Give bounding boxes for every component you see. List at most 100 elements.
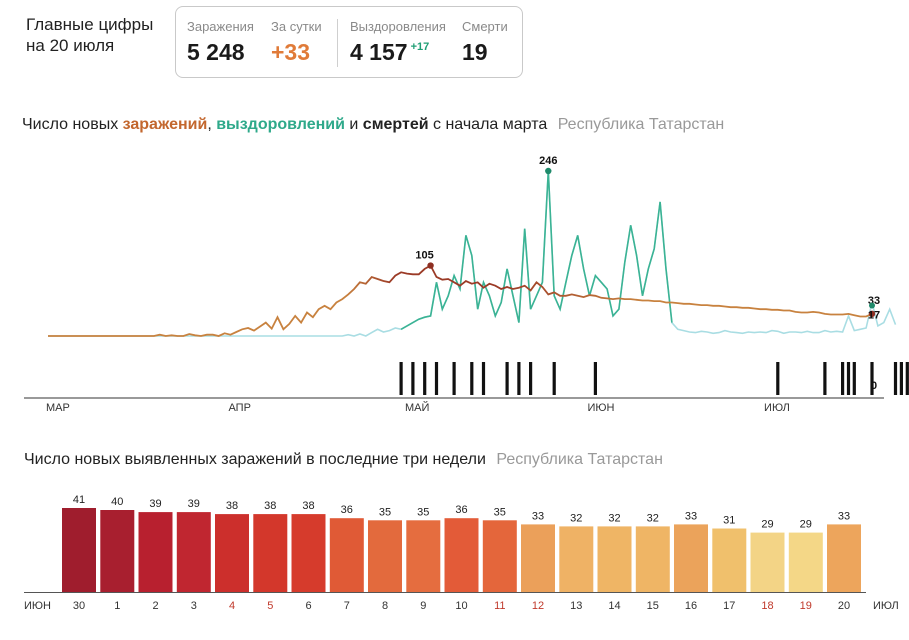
- bar-value-label: 40: [111, 496, 123, 508]
- death-bar: [852, 362, 856, 395]
- death-bar: [505, 362, 509, 395]
- infections-last-dot: [868, 310, 876, 318]
- chart1-title-region: Республика Татарстан: [557, 116, 725, 133]
- bar-value-label: 41: [73, 494, 85, 506]
- death-bar: [823, 362, 827, 395]
- death-bar: [434, 362, 439, 395]
- bar-category-label: 20: [838, 600, 850, 612]
- bar: [635, 526, 670, 592]
- bar: [406, 520, 441, 592]
- bar-value-label: 32: [647, 512, 659, 524]
- death-bar: [905, 362, 909, 395]
- chart1-title: Число новых заражений, выздоровлений и с…: [22, 116, 724, 134]
- bar: [138, 512, 173, 592]
- infections-line: [48, 264, 873, 337]
- bar: [215, 514, 249, 592]
- recoveries-peak-label: 246: [539, 155, 557, 167]
- deaths-value: 19: [462, 39, 488, 65]
- bar-category-label: 3: [191, 600, 197, 612]
- bar-category-label: 13: [570, 600, 582, 612]
- stat-infections: Заражения 5 248: [187, 19, 254, 66]
- recovered-label: Выздоровления: [350, 19, 446, 34]
- daily-value: +33: [271, 39, 311, 65]
- death-bar: [470, 362, 474, 395]
- bar-category-label: 18: [761, 600, 773, 612]
- recoveries-peak-dot: [545, 167, 552, 175]
- bar-category-label: 1: [114, 600, 120, 612]
- infections-peak-label: 105: [415, 250, 433, 262]
- death-bar: [517, 362, 521, 395]
- bar-value-label: 35: [379, 506, 391, 518]
- bar: [444, 518, 479, 592]
- three-week-bar-chart: 41 30 40 1 39 2 39 3 38 4 38 5 38 6 36 7 35 8 35 9 36 10 35 11 3…: [24, 494, 899, 612]
- bar-value-label: 32: [608, 512, 620, 524]
- bar-value-label: 39: [149, 498, 161, 510]
- bar-category-label: 7: [344, 600, 350, 612]
- page-title: Главные цифры на 20 июля: [26, 14, 153, 56]
- infections-peak-dot: [427, 262, 434, 269]
- stat-daily: За сутки +33: [271, 19, 322, 66]
- x-tick-label: МАР: [46, 402, 70, 414]
- bar-category-label: 30: [73, 600, 85, 612]
- infections-value: 5 248: [187, 39, 245, 65]
- death-bar: [399, 362, 403, 395]
- death-bar: [529, 362, 533, 395]
- key-figures-panel: Заражения 5 248 За сутки +33 Выздоровлен…: [175, 6, 523, 78]
- bar: [329, 518, 364, 592]
- bar: [368, 520, 402, 592]
- x-tick-label: ИЮН: [587, 402, 614, 414]
- bar-value-label: 33: [838, 510, 850, 522]
- chart1-title-infections: заражений: [122, 116, 208, 133]
- bar: [674, 524, 708, 592]
- deaths-last-label: 0: [871, 380, 877, 392]
- bar-value-label: 32: [570, 512, 582, 524]
- chart2-title-region: Республика Татарстан: [496, 451, 663, 468]
- bar: [712, 528, 747, 592]
- bar: [62, 508, 96, 592]
- chart1-title-suffix: с начала марта: [428, 116, 548, 133]
- stat-recovered: Выздоровления 4 157 +17: [350, 19, 446, 66]
- bar-category-label: 17: [723, 600, 735, 612]
- bar: [750, 532, 785, 592]
- x-tick-label: АПР: [228, 402, 250, 414]
- title-line-1: Главные цифры: [26, 15, 154, 34]
- bar: [827, 524, 861, 592]
- chart1-title-recoveries: выздоровлений: [216, 116, 345, 133]
- bar-category-label: 11: [494, 600, 505, 612]
- bar-value-label: 35: [417, 506, 429, 518]
- bar-value-label: 36: [341, 504, 353, 516]
- bar-category-label: 6: [305, 600, 311, 612]
- x-tick-label: МАЙ: [405, 401, 429, 414]
- bar-category-label: 14: [608, 600, 620, 612]
- recoveries-line: [400, 170, 673, 330]
- daily-label: За сутки: [271, 19, 322, 34]
- death-bar: [552, 362, 556, 395]
- bar: [291, 514, 326, 592]
- bar-value-label: 36: [455, 504, 467, 516]
- bar: [788, 532, 823, 592]
- bar-value-label: 31: [723, 515, 735, 527]
- bar-value-label: 35: [494, 506, 506, 518]
- stat-deaths: Смерти 19: [462, 19, 508, 66]
- bar-category-label: 16: [685, 600, 697, 612]
- recovered-value: 4 157: [350, 39, 408, 65]
- bar: [100, 510, 135, 592]
- bar-category-label: 4: [229, 600, 235, 612]
- chart2-title: Число новых выявленных заражений в после…: [24, 451, 663, 469]
- death-bar: [893, 362, 898, 395]
- bar-value-label: 33: [532, 510, 544, 522]
- bar: [521, 524, 555, 592]
- bar-value-label: 38: [264, 500, 276, 512]
- bar-value-label: 38: [226, 500, 238, 512]
- bar: [482, 520, 517, 592]
- chart1-title-deaths: смертей: [362, 116, 429, 133]
- stats-divider: [337, 19, 338, 67]
- death-bar: [776, 362, 780, 395]
- title-line-2: на 20 июля: [26, 36, 115, 55]
- bar: [176, 512, 211, 592]
- chart1-title-and: и: [344, 116, 363, 133]
- bar-month-right-label: ИЮЛ: [873, 600, 899, 612]
- chart2-title-text: Число новых выявленных заражений в после…: [24, 451, 486, 468]
- death-bar: [593, 362, 597, 395]
